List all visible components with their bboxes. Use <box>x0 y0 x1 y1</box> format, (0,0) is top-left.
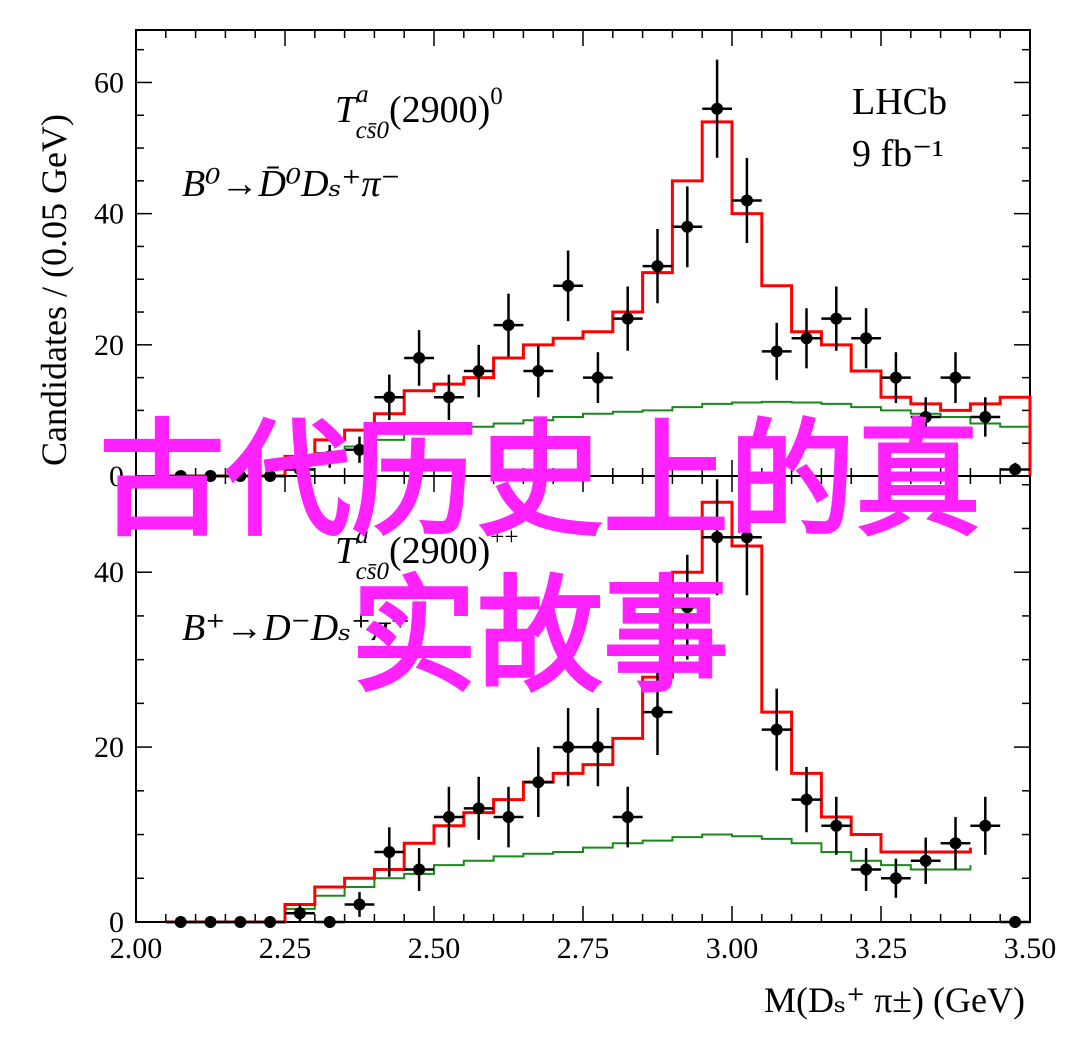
data-point <box>889 371 902 384</box>
data-point <box>591 741 604 754</box>
data-point <box>770 723 783 736</box>
x-tick-label: 3.25 <box>855 932 908 965</box>
experiment-label: LHCb <box>852 81 947 123</box>
y-tick-label: 60 <box>94 66 124 99</box>
top-state-sup: a <box>356 81 369 108</box>
x-tick-label: 3.00 <box>706 932 759 965</box>
data-point <box>860 332 873 345</box>
data-point <box>293 907 306 920</box>
data-point <box>532 776 545 789</box>
data-point <box>413 863 426 876</box>
data-point <box>293 463 306 476</box>
y-tick-label: 20 <box>94 329 124 362</box>
data-point <box>353 898 366 911</box>
data-point <box>830 819 843 832</box>
data-point <box>234 916 247 928</box>
top-state-base: T <box>335 89 359 131</box>
data-point <box>740 531 753 544</box>
data-point <box>621 312 634 325</box>
data-point <box>323 450 336 463</box>
data-point <box>919 410 932 423</box>
top-state-charge: 0 <box>490 83 503 110</box>
bottom-state-charge: ++ <box>490 524 518 551</box>
data-point <box>383 391 396 404</box>
data-point <box>889 872 902 885</box>
x-axis-title: M(Dₛ⁺ π±) (GeV) <box>764 980 1025 1020</box>
x-tick-label: 3.50 <box>1004 932 1057 965</box>
data-point <box>1009 463 1022 476</box>
data-point <box>651 706 664 719</box>
x-tick-label: 2.50 <box>408 932 461 965</box>
top-state-label: Ta cs̄0(2900)0 <box>335 81 503 144</box>
data-point <box>979 410 992 423</box>
data-point <box>591 371 604 384</box>
bottom-state-sub: cs̄0 <box>356 558 390 585</box>
data-point <box>442 391 455 404</box>
data-point <box>681 601 694 614</box>
top-state-tail: (2900) <box>389 89 490 131</box>
data-point <box>651 260 664 273</box>
data-point <box>1009 916 1022 928</box>
data-point <box>204 916 217 928</box>
data-point <box>860 863 873 876</box>
y-tick-label: 40 <box>94 198 124 231</box>
data-point <box>502 319 515 332</box>
data-point <box>800 332 813 345</box>
total-fit-curve <box>165 120 1032 478</box>
data-point <box>472 802 485 815</box>
component-curve <box>165 400 1031 477</box>
y-tick-label: 20 <box>94 731 124 764</box>
x-tick-label: 2.75 <box>557 932 610 965</box>
data-point <box>711 531 724 544</box>
data-point <box>264 916 277 928</box>
luminosity-label: 9 fb⁻¹ <box>852 133 944 175</box>
data-point <box>621 811 634 824</box>
data-point <box>800 793 813 806</box>
y-axis-title: Candidates / (0.05 GeV) <box>34 114 74 466</box>
data-point <box>442 811 455 824</box>
data-point <box>323 916 336 928</box>
y-tick-label: 0 <box>109 460 124 493</box>
data-point <box>562 279 575 292</box>
bottom-panel: 0 20 40 2.00 2.25 2.50 2.75 3.00 3.25 3.50 <box>94 475 1057 965</box>
y-tick-label: 40 <box>94 556 124 589</box>
top-panel: 0 20 40 60 <box>94 29 1032 493</box>
data-point <box>949 371 962 384</box>
bottom-decay-label: B⁺→D⁻Dₛ⁺π⁺ <box>182 607 410 649</box>
y-tick-label: 0 <box>109 906 124 939</box>
data-point <box>711 102 724 115</box>
bottom-state-tail: (2900) <box>389 530 490 572</box>
data-point <box>502 811 515 824</box>
bottom-state-sup: a <box>356 522 369 549</box>
data-point <box>353 443 366 456</box>
overlay-text-line1: 古代历史上的真 <box>99 407 981 554</box>
data-point <box>770 345 783 358</box>
x-tick-label: 2.25 <box>259 932 312 965</box>
data-point <box>830 312 843 325</box>
bottom-state-label: Ta cs̄0(2900)++ <box>335 522 518 585</box>
total-fit-curve <box>165 500 972 924</box>
data-point <box>979 819 992 832</box>
data-point <box>949 837 962 850</box>
data-point <box>532 365 545 378</box>
bottom-state-base: T <box>335 530 359 572</box>
data-point <box>174 916 187 928</box>
top-state-sub: cs̄0 <box>356 117 390 144</box>
top-decay-label: B⁰→D̄⁰Dₛ⁺π⁻ <box>182 163 401 205</box>
x-tick-label: 2.00 <box>110 932 163 965</box>
data-point <box>562 741 575 754</box>
data-point <box>681 220 694 233</box>
overlay-text-line2: 实故事 <box>351 563 729 710</box>
data-point <box>472 365 485 378</box>
data-point <box>413 351 426 364</box>
data-point <box>919 854 932 867</box>
data-point <box>383 846 396 859</box>
data-point <box>740 194 753 207</box>
